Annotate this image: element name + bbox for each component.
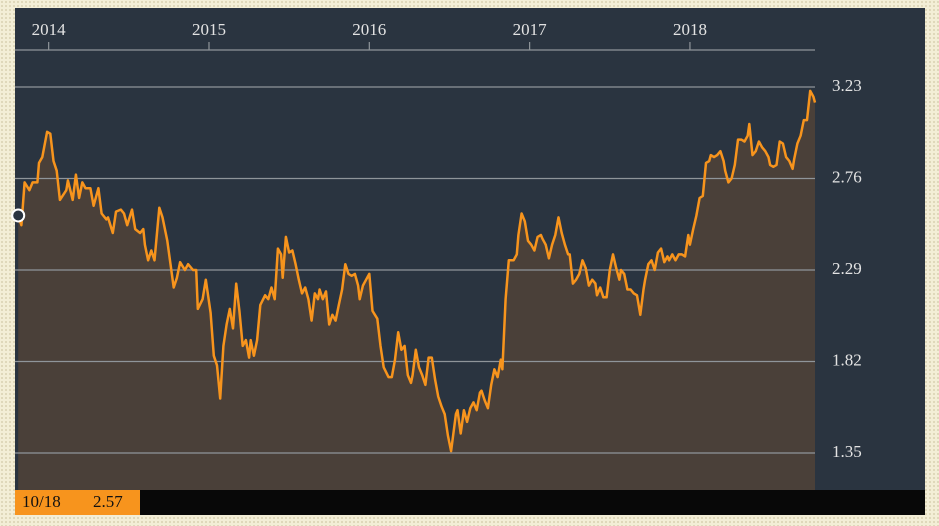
y-tick-label: 2.76 bbox=[832, 167, 862, 186]
y-tick-label: 2.29 bbox=[832, 259, 862, 278]
x-tick-label: 2014 bbox=[32, 20, 67, 39]
hover-marker bbox=[11, 208, 26, 223]
tooltip-date: 10/18 bbox=[22, 492, 61, 511]
x-tick-label: 2015 bbox=[192, 20, 226, 39]
y-tick-label: 1.35 bbox=[832, 442, 862, 461]
status-bar bbox=[15, 490, 925, 515]
x-tick-label: 2018 bbox=[673, 20, 707, 39]
x-tick-label: 2017 bbox=[513, 20, 548, 39]
x-tick-label: 2016 bbox=[352, 20, 386, 39]
y-tick-label: 3.23 bbox=[832, 76, 862, 95]
line bbox=[17, 89, 817, 453]
y-tick-label: 1.82 bbox=[832, 350, 862, 369]
tooltip-box bbox=[15, 490, 140, 515]
area bbox=[18, 90, 815, 491]
tooltip-value: 2.57 bbox=[93, 492, 123, 511]
